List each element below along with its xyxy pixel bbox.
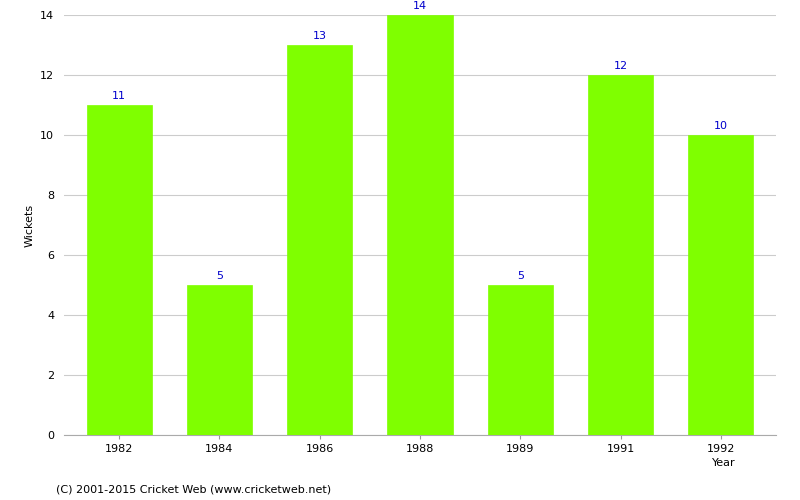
Text: 13: 13 bbox=[313, 32, 326, 42]
Y-axis label: Wickets: Wickets bbox=[25, 204, 34, 246]
Text: (C) 2001-2015 Cricket Web (www.cricketweb.net): (C) 2001-2015 Cricket Web (www.cricketwe… bbox=[56, 485, 331, 495]
Text: 14: 14 bbox=[413, 2, 427, 12]
Text: 12: 12 bbox=[614, 62, 628, 72]
Text: Year: Year bbox=[712, 458, 736, 468]
Bar bbox=[387, 15, 453, 435]
Bar bbox=[86, 105, 152, 435]
Text: 5: 5 bbox=[216, 272, 223, 281]
Text: 5: 5 bbox=[517, 272, 524, 281]
Bar bbox=[688, 135, 754, 435]
Bar bbox=[588, 75, 653, 435]
Bar bbox=[488, 285, 553, 435]
Bar bbox=[187, 285, 252, 435]
Text: 10: 10 bbox=[714, 122, 728, 132]
Bar bbox=[287, 45, 352, 435]
Text: 11: 11 bbox=[112, 92, 126, 102]
